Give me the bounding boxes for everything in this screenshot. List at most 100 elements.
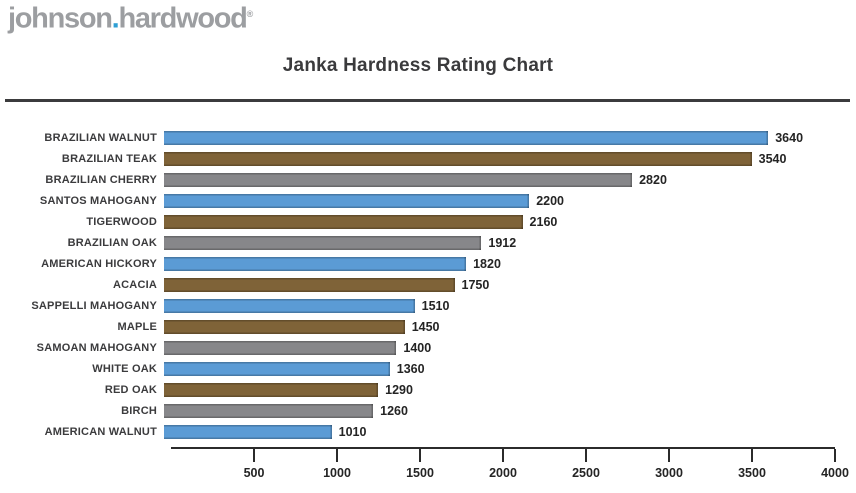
value-label: 1010 — [338, 424, 367, 439]
bar — [164, 277, 455, 292]
logo-johnson: johnson — [8, 2, 113, 35]
axis-tick-label: 2500 — [572, 466, 600, 480]
axis-tick-label: 1000 — [323, 466, 351, 480]
bar — [164, 424, 332, 439]
chart-row: MAPLE 1450 — [6, 316, 828, 337]
bar-track: 1010 — [164, 424, 828, 439]
axis-tick-label: 500 — [243, 466, 265, 480]
value-label: 1360 — [396, 361, 425, 376]
bar — [164, 235, 482, 250]
value-label: 2820 — [639, 172, 667, 187]
chart-row: ACACIA 1750 — [6, 274, 828, 295]
category-label: BRAZILIAN TEAK — [61, 152, 157, 165]
axis-tick-label: 3000 — [655, 466, 683, 480]
axis-tick — [336, 449, 338, 462]
chart-row: BRAZILIAN WALNUT 3640 — [6, 127, 828, 148]
bar — [164, 319, 405, 334]
chart-row: SAMOAN MAHOGANY 1400 — [6, 337, 828, 358]
bar — [164, 193, 530, 208]
axis-tick — [419, 449, 421, 462]
bar — [164, 340, 397, 355]
category-label: SAMOAN MAHOGANY — [36, 341, 157, 354]
axis-tick — [585, 449, 587, 462]
bar-track: 1820 — [164, 256, 828, 271]
category-label: WHITE OAK — [92, 362, 157, 375]
value-label: 3640 — [775, 130, 804, 145]
value-label: 2200 — [536, 193, 564, 208]
bar — [164, 382, 379, 397]
chart-row: TIGERWOOD 2160 — [6, 211, 828, 232]
axis-tick — [668, 449, 670, 462]
value-label: 1260 — [380, 403, 408, 418]
category-label: BIRCH — [121, 404, 157, 417]
bar — [164, 298, 415, 313]
chart-row: BRAZILIAN OAK 1912 — [6, 232, 828, 253]
category-label: MAPLE — [117, 320, 157, 333]
value-label: 1400 — [403, 340, 432, 355]
bar-track: 1290 — [164, 382, 828, 397]
value-label: 1912 — [488, 235, 517, 250]
axis-tick — [834, 449, 836, 462]
value-label: 1820 — [473, 256, 501, 271]
bar — [164, 130, 769, 145]
bar-track: 3640 — [164, 130, 828, 145]
bar-track: 2820 — [164, 172, 828, 187]
value-label: 1450 — [411, 319, 440, 334]
value-label: 1510 — [421, 298, 450, 313]
chart-row: WHITE OAK 1360 — [6, 358, 828, 379]
value-label: 3540 — [758, 151, 787, 166]
bar-track: 1400 — [164, 340, 828, 355]
bar — [164, 214, 523, 229]
value-label: 1750 — [461, 277, 490, 292]
johnson-hardwood-logo: johnson.hardwood® — [8, 0, 253, 36]
category-label: BRAZILIAN CHERRY — [45, 173, 157, 186]
chart-row: BRAZILIAN CHERRY 2820 — [6, 169, 828, 190]
bar-track: 2160 — [164, 214, 828, 229]
bar — [164, 172, 633, 187]
bar — [164, 403, 374, 418]
category-label: ACACIA — [113, 278, 157, 291]
category-label: BRAZILIAN WALNUT — [44, 131, 157, 144]
bar — [164, 361, 390, 376]
bar — [164, 151, 752, 166]
bar-track: 3540 — [164, 151, 828, 166]
axis-tick-label: 2000 — [489, 466, 517, 480]
category-label: SANTOS MAHOGANY — [39, 194, 157, 207]
bar-track: 2200 — [164, 193, 828, 208]
bar-track: 1450 — [164, 319, 828, 334]
bar-track: 1260 — [164, 403, 828, 418]
value-label: 2160 — [529, 214, 558, 229]
logo-hardwood: hardwood — [118, 2, 247, 35]
chart-row: BRAZILIAN TEAK 3540 — [6, 148, 828, 169]
chart-row: AMERICAN HICKORY 1820 — [6, 253, 828, 274]
bar-track: 1360 — [164, 361, 828, 376]
bar-track: 1912 — [164, 235, 828, 250]
title-divider-line — [5, 99, 850, 102]
axis-tick — [253, 449, 255, 462]
bar — [164, 256, 467, 271]
category-label: RED OAK — [104, 383, 157, 396]
chart-row: SANTOS MAHOGANY 2200 — [6, 190, 828, 211]
bar-chart: BRAZILIAN WALNUT 3640 BRAZILIAN TEAK 3540 BR… — [6, 127, 828, 442]
category-label: AMERICAN HICKORY — [41, 257, 157, 270]
axis-tick — [751, 449, 753, 462]
bar-track: 1510 — [164, 298, 828, 313]
axis-tick — [502, 449, 504, 462]
registered-trademark-symbol: ® — [246, 9, 254, 19]
x-axis: 500 1000 1500 2000 2500 3000 3500 4000 — [171, 447, 849, 487]
category-label: TIGERWOOD — [86, 215, 157, 228]
axis-tick-label: 4000 — [821, 466, 849, 480]
category-label: BRAZILIAN OAK — [67, 236, 157, 249]
category-label: AMERICAN WALNUT — [44, 425, 157, 438]
axis-tick-label: 3500 — [738, 466, 766, 480]
bar-track: 1750 — [164, 277, 828, 292]
value-label: 1290 — [385, 382, 413, 397]
chart-row: SAPPELLI MAHOGANY 1510 — [6, 295, 828, 316]
logo-dot: . — [111, 2, 120, 35]
chart-row: BIRCH 1260 — [6, 400, 828, 421]
axis-tick-label: 1500 — [406, 466, 434, 480]
category-label: SAPPELLI MAHOGANY — [31, 299, 157, 312]
chart-title: Janka Hardness Rating Chart — [282, 55, 554, 76]
chart-row: AMERICAN WALNUT 1010 — [6, 421, 828, 442]
chart-row: RED OAK 1290 — [6, 379, 828, 400]
